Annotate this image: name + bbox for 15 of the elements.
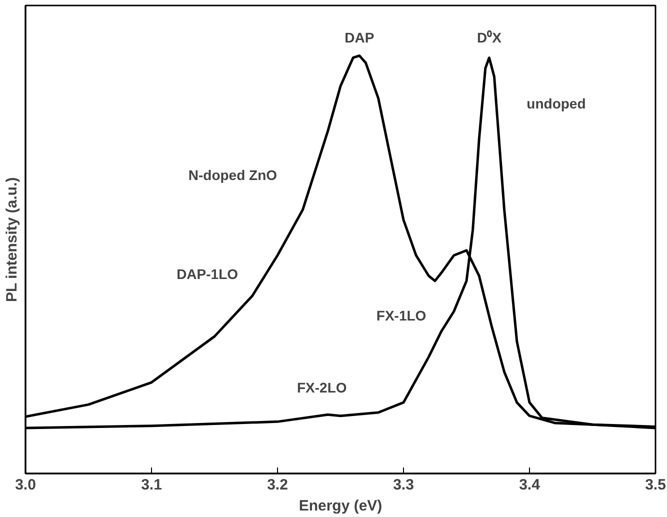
annotation: FX-1LO	[376, 307, 426, 324]
x-tick-label: 3.5	[645, 476, 666, 494]
x-tick-label: 3.2	[267, 476, 288, 494]
x-tick-label: 3.4	[519, 476, 541, 494]
x-tick-label: 3.1	[141, 476, 162, 494]
annotation: FX-2LO	[297, 380, 347, 396]
x-tick-label: 3.3	[393, 476, 414, 494]
annotation: N-doped ZnO	[188, 166, 278, 183]
annotation: DAP	[344, 30, 374, 46]
x-tick-label: 3.0	[15, 476, 36, 494]
x-axis-title: Energy (eV)	[298, 498, 382, 514]
annotation: D⁰X	[476, 30, 502, 46]
y-axis-title: PL intensity (a.u.)	[4, 177, 20, 302]
annotation: DAP-1LO	[176, 266, 238, 282]
annotation: undoped	[526, 96, 586, 112]
